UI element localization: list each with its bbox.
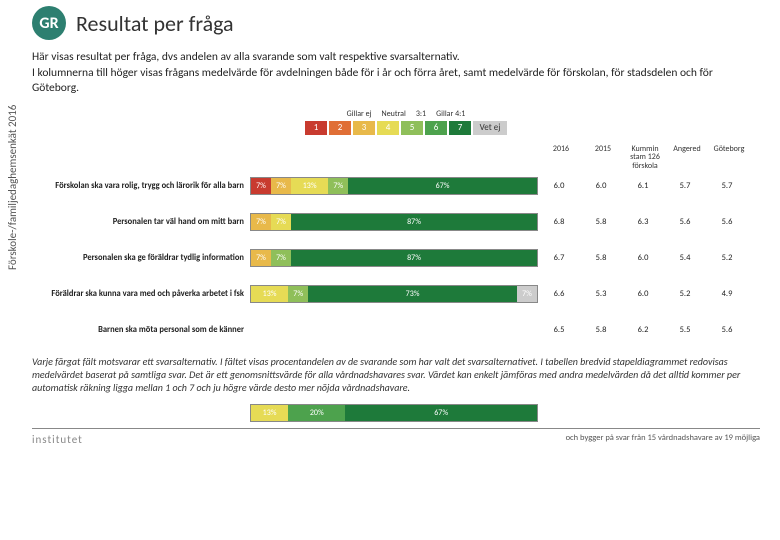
legend-box: 3: [353, 121, 375, 135]
value-cell: 4.9: [706, 289, 748, 299]
bar-segment: 7%: [251, 250, 271, 266]
value-cell: 5.7: [664, 181, 706, 191]
row-label: Barnen ska möta personal som de känner: [32, 325, 250, 335]
value-cell: 5.2: [664, 289, 706, 299]
bar-segment: 7%: [271, 214, 291, 230]
row-label: Föräldrar ska kunna vara med och påverka…: [32, 289, 250, 299]
value-cell: 6.8: [538, 217, 580, 227]
legend-box: 4: [377, 121, 399, 135]
chart-rows: Förskolan ska vara rolig, trygg och läro…: [32, 175, 780, 341]
value-cell: 5.8: [580, 253, 622, 263]
logo-badge: GR: [32, 6, 66, 40]
bar-segment: 13%: [251, 405, 288, 421]
col-goteborg: Göteborg: [708, 145, 750, 171]
chart-row: Föräldrar ska kunna vara med och påverka…: [32, 283, 780, 305]
row-label: Personalen tar väl hand om mitt barn: [32, 217, 250, 227]
bar-segment: 13%: [251, 286, 288, 302]
chart-row: Förskolan ska vara rolig, trygg och läro…: [32, 175, 780, 197]
chart-row: Personalen ska ge föräldrar tydlig infor…: [32, 247, 780, 269]
bar-segment: 87%: [291, 250, 537, 266]
value-cell: 5.2: [706, 253, 748, 263]
bar-segment: 7%: [271, 178, 291, 194]
chart-row: Barnen ska möta personal som de känner 6…: [32, 319, 780, 341]
legend-box: 1: [305, 121, 327, 135]
value-cell: 5.5: [664, 325, 706, 335]
stacked-bar: 7%7%13%7%67%: [250, 177, 538, 195]
footer: institutet och bygger på svar från 15 vå…: [32, 428, 760, 446]
legend-top-labels: Gillar ejNeutral3:1Gillar 4:1: [32, 109, 780, 119]
legend-box: 2: [329, 121, 351, 135]
bar-segment: 7%: [251, 178, 271, 194]
legend-box: 7: [449, 121, 471, 135]
intro-text: Här visas resultat per fråga, dvs andele…: [32, 50, 780, 97]
value-cell: 6.1: [622, 181, 664, 191]
value-cell: 5.3: [580, 289, 622, 299]
value-cell: 6.2: [622, 325, 664, 335]
bar-segment: 67%: [345, 405, 537, 421]
col-2015: 2015: [582, 145, 624, 171]
value-cell: 5.8: [580, 325, 622, 335]
footer-left: institutet: [32, 433, 83, 446]
value-cell: 6.6: [538, 289, 580, 299]
stacked-bar: 7%7%87%: [250, 249, 538, 267]
stacked-bar: [250, 321, 538, 339]
value-cell: 6.3: [622, 217, 664, 227]
value-cell: 5.6: [664, 217, 706, 227]
value-cell: 6.0: [622, 289, 664, 299]
value-cell: 5.6: [706, 217, 748, 227]
page-title: Resultat per fråga: [76, 10, 234, 37]
value-cell: 5.4: [664, 253, 706, 263]
footer-right: och bygger på svar från 15 vårdnadshavar…: [566, 433, 760, 446]
legend-box: 6: [425, 121, 447, 135]
col-angered: Angered: [666, 145, 708, 171]
main: GR Resultat per fråga Här visas resultat…: [32, 0, 780, 446]
header: GR Resultat per fråga: [32, 6, 780, 40]
column-headers: 2016 2015 Kummin stam 126 förskola Anger…: [32, 145, 780, 171]
value-cell: 6.0: [580, 181, 622, 191]
bar-segment: 7%: [288, 286, 308, 302]
bar-segment: 20%: [288, 405, 345, 421]
bar-segment: 7%: [328, 178, 348, 194]
legend-box: 5: [401, 121, 423, 135]
example-bar: 13%20%67%: [250, 404, 538, 422]
row-label: Personalen ska ge föräldrar tydlig infor…: [32, 253, 250, 263]
bar-segment: 7%: [517, 286, 537, 302]
footnote: Varje färgat fält motsvarar ett svarsalt…: [32, 355, 760, 394]
value-cell: 6.7: [538, 253, 580, 263]
col-2016: 2016: [540, 145, 582, 171]
col-forskola: Kummin stam 126 förskola: [624, 145, 666, 171]
value-cell: 6.0: [622, 253, 664, 263]
bar-segment: 7%: [271, 250, 291, 266]
side-label: Förskole-/familjedaghemsenkät 2016: [6, 105, 19, 270]
bar-segment: 67%: [348, 178, 537, 194]
legend-box: Vet ej: [473, 121, 507, 135]
stacked-bar: 7%7%87%: [250, 213, 538, 231]
bar-segment: 87%: [291, 214, 537, 230]
bar-segment: 7%: [251, 214, 271, 230]
stacked-bar: 13%7%73%7%: [250, 285, 538, 303]
value-cell: 6.5: [538, 325, 580, 335]
bar-segment: 13%: [291, 178, 328, 194]
value-cell: 5.8: [580, 217, 622, 227]
bar-segment: 73%: [308, 286, 517, 302]
row-label: Förskolan ska vara rolig, trygg och läro…: [32, 181, 250, 191]
value-cell: 6.0: [538, 181, 580, 191]
value-cell: 5.6: [706, 325, 748, 335]
value-cell: 5.7: [706, 181, 748, 191]
legend-boxes: 1234567Vet ej: [32, 121, 780, 135]
chart-row: Personalen tar väl hand om mitt barn 7%7…: [32, 211, 780, 233]
